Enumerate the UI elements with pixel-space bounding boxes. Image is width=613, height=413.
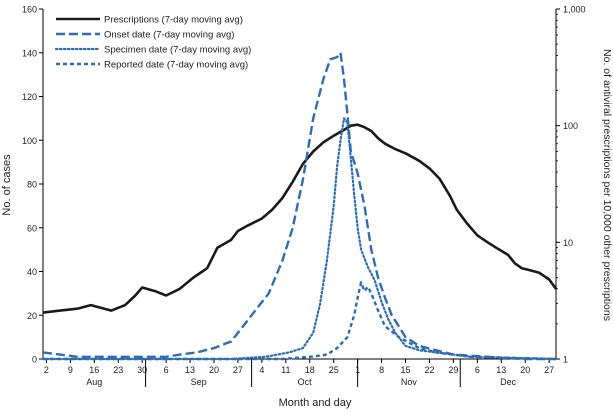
y-tick-label: 80 xyxy=(27,180,37,190)
x-tick-label: 27 xyxy=(544,365,554,375)
x-tick-label: 6 xyxy=(475,365,480,375)
x-tick-label: 23 xyxy=(113,365,123,375)
y-tick-label: 40 xyxy=(27,267,37,277)
y2-tick-label: 1,000 xyxy=(563,5,586,15)
series-line-1 xyxy=(42,123,558,314)
x-tick-label: 25 xyxy=(329,365,339,375)
x-tick-label: 16 xyxy=(89,365,99,375)
y-tick-label: 0 xyxy=(32,355,37,365)
y-tick-label: 140 xyxy=(22,48,37,58)
legend-label: Prescriptions (7-day moving avg) xyxy=(104,15,243,26)
x-tick-label: 29 xyxy=(448,365,458,375)
x-tick-label: 13 xyxy=(185,365,195,375)
x-tick-label: 15 xyxy=(401,365,411,375)
x-tick-label: 8 xyxy=(379,365,384,375)
y2-tick-label: 100 xyxy=(563,121,578,131)
month-label: Oct xyxy=(298,377,313,387)
x-tick-label: 27 xyxy=(233,365,243,375)
month-label: Aug xyxy=(86,377,102,387)
x-axis-label: Month and day xyxy=(279,397,352,409)
x-tick-label: 20 xyxy=(209,365,219,375)
month-label: Dec xyxy=(500,377,517,387)
x-tick-label: 13 xyxy=(496,365,506,375)
x-tick-label: 6 xyxy=(164,365,169,375)
x-tick-label: 30 xyxy=(137,365,147,375)
y2-tick-label: 10 xyxy=(563,238,573,248)
x-tick-label: 4 xyxy=(259,365,264,375)
x-tick-label: 22 xyxy=(424,365,434,375)
x-tick-label: 2 xyxy=(44,365,49,375)
y-tick-label: 120 xyxy=(22,92,37,102)
y-tick-label: 20 xyxy=(27,311,37,321)
legend-label: Reported date (7-day moving avg) xyxy=(104,60,248,71)
y2-tick-label: 1 xyxy=(563,355,568,365)
legend-label: Specimen date (7-day moving avg) xyxy=(104,45,251,56)
y-tick-label: 160 xyxy=(22,5,37,15)
x-tick-label: 9 xyxy=(68,365,73,375)
series-line-4 xyxy=(43,281,557,361)
y2-axis-label: No. of antiviral prescriptions per 10,00… xyxy=(601,49,613,321)
legend: Prescriptions (7-day moving avg) Onset da… xyxy=(54,15,251,71)
x-tick-label: 18 xyxy=(305,365,315,375)
y-axis-label: No. of cases xyxy=(1,154,13,216)
series-line-3 xyxy=(41,117,558,361)
y-tick-label: 60 xyxy=(27,223,37,233)
y-tick-label: 100 xyxy=(22,136,37,146)
month-label: Nov xyxy=(401,377,418,387)
x-tick-label: 20 xyxy=(520,365,530,375)
series-layer xyxy=(41,51,558,361)
month-label: Sep xyxy=(191,377,207,387)
x-tick-label: 11 xyxy=(281,365,290,375)
series-line-2 xyxy=(42,51,556,361)
legend-label: Onset date (7-day moving avg) xyxy=(104,30,234,41)
